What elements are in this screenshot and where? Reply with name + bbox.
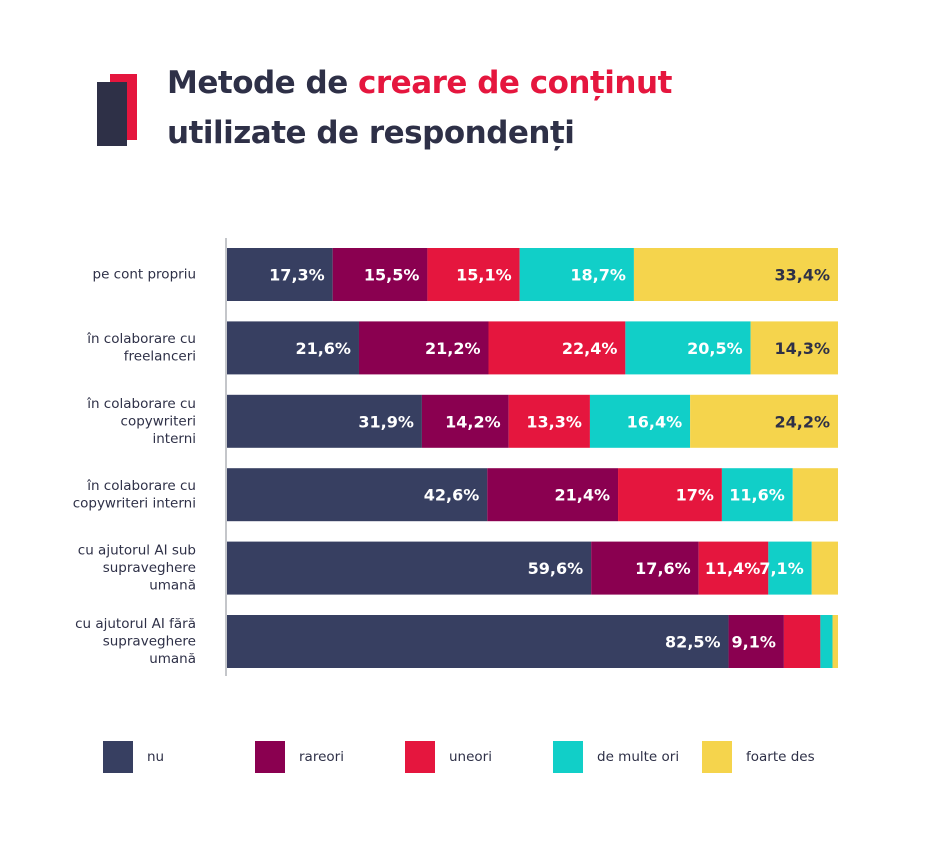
bar-segment-uneori — [783, 615, 821, 668]
data-label: 13,3% — [526, 412, 582, 431]
data-label: 11,6% — [729, 486, 785, 505]
bar-segment-nu — [227, 468, 488, 522]
title-highlight: creare de conținut — [358, 65, 672, 101]
data-label: 14,2% — [445, 412, 501, 431]
bar-segment-foarte-des — [633, 248, 838, 301]
bar-segment-nu — [227, 615, 729, 668]
data-label: 21,2% — [425, 339, 481, 358]
data-label: 33,4% — [774, 266, 830, 285]
logo-icon — [97, 74, 137, 146]
bar-segment-rareori — [728, 615, 784, 668]
data-label: 17,3% — [269, 266, 325, 285]
title-line-2: utilizate de respondenți — [167, 115, 575, 151]
data-label: 20,5% — [687, 339, 743, 358]
data-label: 14,3% — [774, 339, 830, 358]
data-label: 9,1% — [732, 633, 776, 652]
bar-segment-de-multe-ori — [820, 615, 833, 668]
category-label: cu ajutorul AI fără supraveghere umană — [75, 616, 196, 667]
data-label: 82,5% — [665, 633, 721, 652]
bar-segment-rareori — [332, 248, 428, 301]
data-label: 31,9% — [358, 412, 414, 431]
data-label: 11,4% — [705, 559, 761, 578]
chart-title: Metode de creare de conținut utilizate d… — [167, 58, 672, 158]
bar-segment-foarte-des — [811, 541, 838, 595]
bar-segment-uneori — [427, 248, 520, 301]
data-label: 59,6% — [528, 559, 584, 578]
data-label: 22,4% — [562, 339, 618, 358]
data-label: 17,6% — [635, 559, 691, 578]
bar-segment-nu — [227, 394, 422, 448]
data-label: 21,6% — [295, 339, 351, 358]
bar-segment-de-multe-ori — [625, 321, 751, 375]
bar-segment-rareori — [358, 321, 489, 375]
data-label: 18,7% — [570, 266, 626, 285]
category-label: pe cont propriu — [93, 267, 197, 283]
data-label: 15,5% — [364, 266, 420, 285]
bar-segment-foarte-des — [832, 615, 838, 668]
bar-segment-nu — [227, 248, 333, 301]
category-label: în colaborare cu copywriteri interni — [73, 478, 196, 512]
bar-segment-uneori — [488, 321, 626, 375]
bar-segment-de-multe-ori — [519, 248, 634, 301]
data-label: 24,2% — [774, 412, 830, 431]
bar-segment-foarte-des — [792, 468, 838, 522]
bar-segment-de-multe-ori — [768, 541, 812, 595]
data-label: 17% — [676, 486, 714, 505]
data-label: 15,1% — [456, 266, 512, 285]
category-label: în colaborare cu freelanceri — [86, 331, 196, 365]
bar-segment-uneori — [508, 394, 590, 448]
bar-segment-rareori — [421, 394, 509, 448]
bar-segment-nu — [227, 541, 592, 595]
data-label: 7,1% — [759, 559, 803, 578]
bar-segment-foarte-des — [750, 321, 838, 375]
bar-segment-nu — [227, 321, 359, 375]
bar-segment-de-multe-ori — [589, 394, 691, 448]
bar-segment-foarte-des — [690, 394, 838, 448]
bar-segment-de-multe-ori — [721, 468, 793, 522]
bar-segment-rareori — [487, 468, 619, 522]
data-label: 42,6% — [424, 486, 480, 505]
title-part-1: Metode de — [167, 65, 359, 101]
bar-segment-uneori — [698, 541, 769, 595]
category-label: în colaborare cu copywriteri interni — [86, 396, 196, 447]
bar-segment-uneori — [618, 468, 722, 522]
data-label: 21,4% — [555, 486, 611, 505]
category-label: cu ajutorul AI sub supraveghere umană — [78, 543, 196, 594]
data-label: 16,4% — [627, 412, 683, 431]
bar-segment-rareori — [591, 541, 699, 595]
